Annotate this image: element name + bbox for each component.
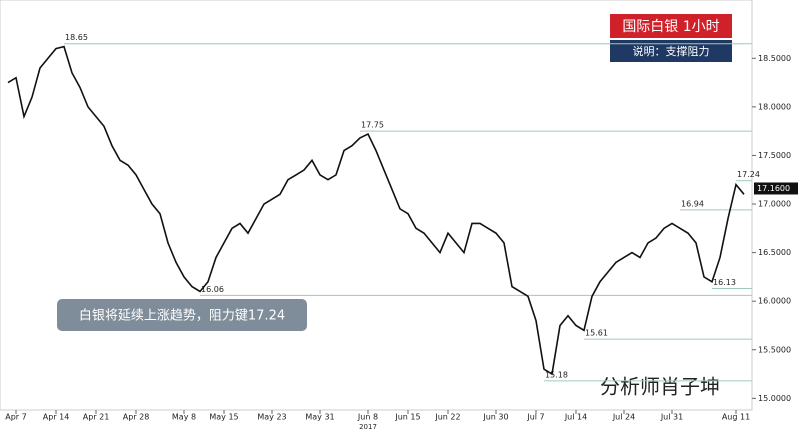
subtitle: 说明：支撑阻力	[633, 44, 710, 58]
level-label: 16.13	[713, 278, 736, 287]
title-box	[610, 14, 732, 38]
year-label: 2017	[359, 423, 377, 431]
level-label: 16.94	[681, 199, 704, 208]
x-tick-label: Apr 14	[43, 413, 70, 422]
x-tick-label: Jul 24	[612, 413, 635, 422]
x-tick-label: Jun 8	[357, 413, 378, 422]
last-price-label: 17.1600	[757, 184, 790, 193]
plot-area	[0, 0, 753, 411]
x-tick-label: Jul 31	[660, 413, 683, 422]
level-label: 16.06	[201, 285, 224, 294]
y-tick-label: 18.0000	[758, 102, 791, 111]
price-line	[7, 45, 745, 376]
y-tick-label: 16.5000	[758, 248, 791, 257]
last-price-tag	[754, 182, 798, 195]
x-tick-label: May 23	[257, 413, 286, 422]
x-tick-label: Apr 7	[5, 413, 26, 422]
x-tick-label: Jul 7	[526, 413, 544, 422]
chart-title: 国际白银 1小时	[622, 19, 719, 35]
y-tick-label: 15.5000	[758, 345, 791, 354]
y-tick-label: 15.0000	[758, 394, 791, 403]
x-tick-label: May 15	[209, 413, 238, 422]
y-tick-label: 17.5000	[758, 151, 791, 160]
y-tick-label: 16.0000	[758, 297, 791, 306]
level-label: 17.75	[361, 121, 384, 130]
x-tick-label: Apr 28	[123, 413, 150, 422]
level-label: 15.18	[545, 370, 568, 379]
x-tick-label: May 8	[172, 413, 196, 422]
level-label: 18.65	[65, 33, 88, 42]
x-tick-label: Jul 14	[564, 413, 587, 422]
x-tick-label: Jun 15	[394, 413, 420, 422]
level-label: 15.61	[585, 329, 608, 338]
y-tick-label: 17.0000	[758, 200, 791, 209]
annotation: 白银将延续上涨趋势，阻力键17.24	[79, 308, 285, 324]
level-label: 17.24	[737, 170, 760, 179]
watermark: 分析师肖子坤	[600, 375, 720, 399]
y-tick-label: 18.5000	[758, 54, 791, 63]
x-tick-label: Jun 30	[482, 413, 508, 422]
x-tick-label: May 31	[305, 413, 334, 422]
x-tick-label: Jun 22	[434, 413, 460, 422]
annotation-box	[57, 299, 307, 331]
x-tick-label: Apr 21	[83, 413, 110, 422]
subtitle-box	[610, 40, 732, 62]
x-tick-label: Aug 11	[722, 413, 750, 422]
